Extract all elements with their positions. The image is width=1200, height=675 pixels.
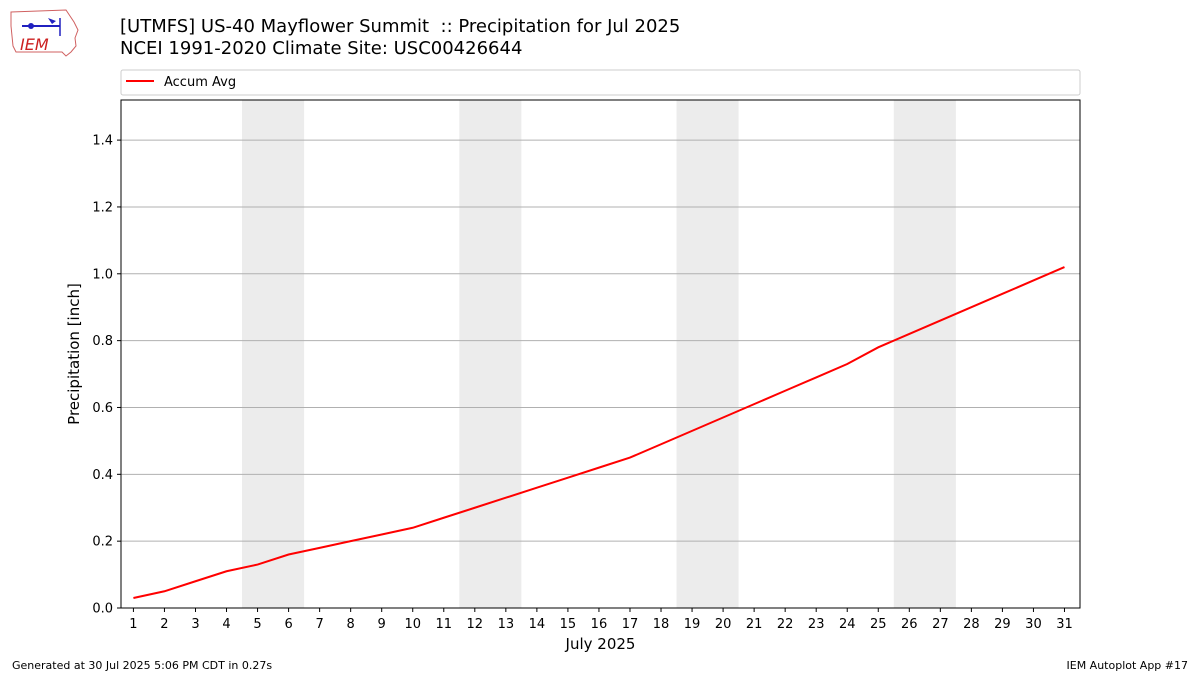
y-tick-label: 0.6 xyxy=(92,401,113,416)
x-tick-label: 20 xyxy=(715,617,732,632)
y-axis: 0.0 0.2 0.4 0.6 0.8 1.0 1.2 1.4 xyxy=(92,134,121,617)
x-tick-label: 11 xyxy=(435,617,452,632)
x-tick-label: 16 xyxy=(591,617,608,632)
title-line-2: NCEI 1991-2020 Climate Site: USC00426644 xyxy=(120,38,523,59)
y-tick-label: 0.4 xyxy=(92,468,113,483)
x-tick-label: 14 xyxy=(529,617,546,632)
x-tick-label: 18 xyxy=(653,617,670,632)
y-tick-label: 0.2 xyxy=(92,535,113,550)
x-axis: 1 2 3 4 5 6 7 8 9 10 11 12 13 14 15 16 17 18 19 20 21 22 23 24 2… xyxy=(129,608,1073,632)
plot-frame xyxy=(120,99,1081,609)
x-tick-label: 15 xyxy=(560,617,577,632)
x-tick-label: 2 xyxy=(160,617,168,632)
x-axis-label: July 2025 xyxy=(565,635,636,653)
x-tick-label: 22 xyxy=(777,617,794,632)
y-tick-label: 1.0 xyxy=(92,267,113,282)
x-tick-label: 29 xyxy=(994,617,1011,632)
x-tick-label: 23 xyxy=(808,617,825,632)
legend-label-accum-avg: Accum Avg xyxy=(164,75,236,90)
series-line-accum-avg xyxy=(133,266,1065,599)
x-tick-label: 17 xyxy=(622,617,639,632)
x-tick-label: 6 xyxy=(284,617,292,632)
y-tick-label: 0.8 xyxy=(92,334,113,349)
legend: Accum Avg xyxy=(120,69,1081,96)
x-tick-label: 9 xyxy=(378,617,386,632)
iem-iowa-logo-icon: IEM xyxy=(10,9,79,57)
x-tick-label: 8 xyxy=(347,617,355,632)
weekend-bands xyxy=(242,100,956,608)
x-tick-label: 1 xyxy=(129,617,137,632)
chart-title: [UTMFS] US-40 Mayflower Summit :: Precip… xyxy=(120,16,680,60)
x-tick-label: 30 xyxy=(1025,617,1042,632)
x-tick-label: 19 xyxy=(684,617,701,632)
series-layer xyxy=(133,266,1065,599)
x-tick-label: 25 xyxy=(870,617,887,632)
logo-text: IEM xyxy=(20,35,49,54)
legend-box xyxy=(120,69,1081,96)
iem-logo: IEM xyxy=(8,6,80,60)
app-id: IEM Autoplot App #17 xyxy=(1066,659,1189,672)
weekend-band xyxy=(459,100,522,608)
x-tick-label: 24 xyxy=(839,617,856,632)
y-tick-label: 1.2 xyxy=(92,200,113,215)
x-tick-label: 31 xyxy=(1056,617,1073,632)
y-tick-label: 1.4 xyxy=(92,134,113,149)
x-tick-label: 4 xyxy=(222,617,230,632)
title-line-1: [UTMFS] US-40 Mayflower Summit :: Precip… xyxy=(120,16,681,37)
x-tick-label: 12 xyxy=(467,617,484,632)
x-tick-label: 5 xyxy=(253,617,261,632)
x-tick-label: 28 xyxy=(963,617,980,632)
generated-timestamp: Generated at 30 Jul 2025 5:06 PM CDT in … xyxy=(12,659,273,672)
x-tick-label: 7 xyxy=(315,617,323,632)
x-tick-label: 10 xyxy=(404,617,421,632)
weekend-band xyxy=(242,100,305,608)
weekend-band xyxy=(893,100,956,608)
x-tick-label: 13 xyxy=(498,617,515,632)
y-axis-label: Precipitation [inch] xyxy=(65,283,83,425)
x-tick-label: 21 xyxy=(746,617,763,632)
x-tick-label: 27 xyxy=(932,617,949,632)
x-tick-label: 3 xyxy=(191,617,199,632)
y-tick-label: 0.0 xyxy=(92,602,113,617)
weekend-band xyxy=(676,100,739,608)
x-tick-label: 26 xyxy=(901,617,918,632)
